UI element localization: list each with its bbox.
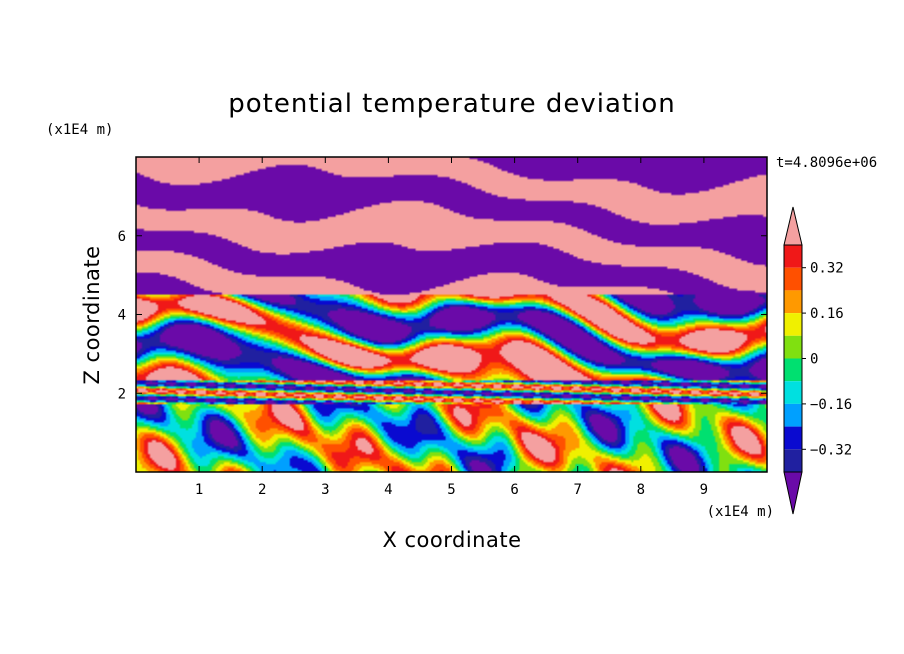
x-tick-label: 6 <box>510 482 518 498</box>
colorbar-label: 0.16 <box>810 306 844 322</box>
colorbar-label: 0 <box>810 352 818 368</box>
x-tick-label: 3 <box>321 482 329 498</box>
x-tick-label: 7 <box>573 482 581 498</box>
x-axis-ticks: 1 2 3 4 5 6 7 8 9 <box>195 157 708 498</box>
colorbar-label: −0.32 <box>810 442 852 458</box>
x-tick-label: 5 <box>447 482 455 498</box>
colorbar-bin <box>784 290 802 314</box>
x-tick-label: 9 <box>700 482 708 498</box>
colorbar-bin <box>784 426 802 450</box>
colorbar-bin <box>784 335 802 359</box>
y-tick-label: 2 <box>118 386 126 402</box>
colorbar-bin <box>784 245 802 268</box>
chart-title: potential temperature deviation <box>228 89 675 119</box>
contour-field <box>136 157 767 472</box>
y-axis-unit: (x1E4 m) <box>46 122 113 138</box>
colorbar-bin <box>784 313 802 336</box>
y-tick-label: 6 <box>118 229 126 245</box>
colorbar-bin <box>784 403 802 427</box>
colorbar-label: 0.32 <box>810 261 844 277</box>
time-stamp: t=4.8096e+06 <box>776 155 877 171</box>
colorbar-extend-max <box>783 206 803 246</box>
y-axis-label: Z coordinate <box>80 245 104 384</box>
x-tick-label: 8 <box>637 482 645 498</box>
colorbar-bin <box>784 381 802 404</box>
colorbar-bin <box>784 358 802 382</box>
x-tick-label: 1 <box>195 482 203 498</box>
colorbar-bin <box>784 267 802 291</box>
y-axis-ticks: 2 4 6 <box>118 229 767 402</box>
colorbar-extend-min <box>783 471 803 515</box>
x-tick-label: 2 <box>258 482 266 498</box>
colorbar: 0.32 0.16 0 −0.16 −0.32 <box>783 206 852 515</box>
colorbar-label: −0.16 <box>810 397 852 413</box>
contour-fill <box>136 157 767 472</box>
x-tick-label: 4 <box>384 482 392 498</box>
y-tick-label: 4 <box>118 308 126 324</box>
x-axis-label: X coordinate <box>382 528 521 552</box>
x-axis-unit: (x1E4 m) <box>707 504 774 520</box>
colorbar-bin <box>784 449 802 472</box>
